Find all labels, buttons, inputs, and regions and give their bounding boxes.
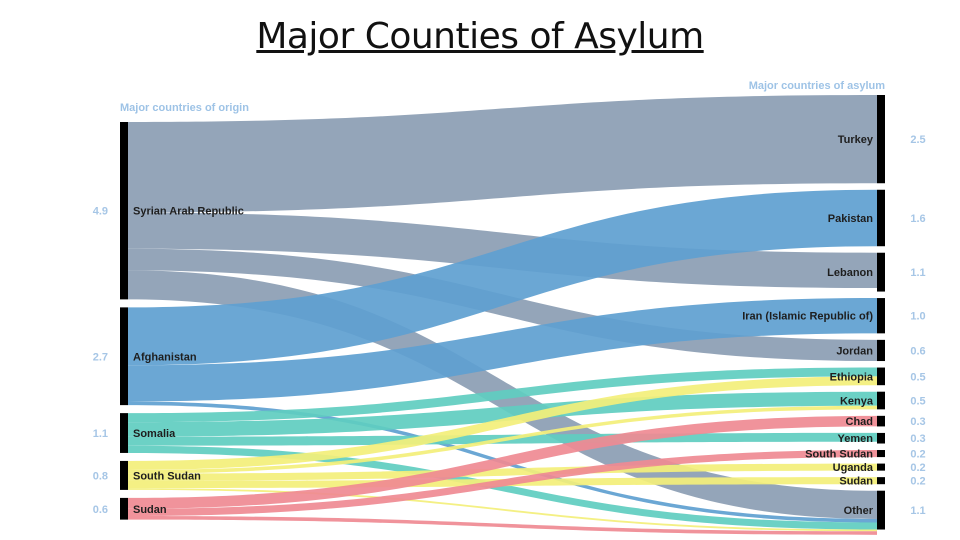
asylum-node-lebanon	[877, 252, 885, 292]
origin-node-south-sudan	[120, 460, 128, 490]
asylum-label-jordan: Jordan	[836, 345, 873, 357]
flow-sudan-to-chad	[128, 415, 877, 509]
asylum-node-iran-islamic-republic-of	[877, 298, 885, 334]
origin-node-afghanistan	[120, 307, 128, 406]
flow-south-sudan-to-uganda	[128, 463, 877, 481]
flow-afghanistan-to-iran-islamic-republic-of	[128, 298, 877, 402]
asylum-node-yemen	[877, 432, 885, 444]
nodes	[120, 95, 885, 530]
origin-value-south-sudan: 0.8	[93, 470, 108, 482]
asylum-label-lebanon: Lebanon	[827, 267, 873, 279]
asylum-value-yemen: 0.3	[910, 433, 925, 445]
asylum-node-uganda	[877, 463, 885, 471]
asylum-value-pakistan: 1.6	[910, 213, 925, 225]
asylum-node-south-sudan	[877, 450, 885, 458]
asylum-value-other: 1.1	[910, 505, 925, 517]
origin-label-syrian-arab-republic: Syrian Arab Republic	[133, 206, 244, 218]
asylum-label-uganda: Uganda	[833, 462, 874, 474]
flow-afghanistan-to-pakistan	[128, 189, 877, 366]
asylum-label-sudan: Sudan	[839, 476, 873, 488]
asylum-value-ethiopia: 0.5	[910, 371, 925, 383]
asylum-node-chad	[877, 415, 885, 427]
origin-value-afghanistan: 2.7	[93, 351, 108, 363]
origin-value-sudan: 0.6	[93, 504, 108, 516]
asylum-label-yemen: Yemen	[838, 433, 874, 445]
asylum-value-turkey: 2.5	[910, 134, 925, 146]
asylum-value-lebanon: 1.1	[910, 267, 925, 279]
asylum-node-kenya	[877, 391, 885, 410]
asylum-node-ethiopia	[877, 367, 885, 386]
origin-header: Major countries of origin	[120, 102, 249, 114]
flow-south-sudan-to-kenya	[128, 405, 877, 474]
asylum-header: Major countries of asylum	[749, 80, 886, 92]
asylum-value-chad: 0.3	[910, 416, 925, 428]
asylum-node-pakistan	[877, 189, 885, 247]
asylum-value-jordan: 0.6	[910, 345, 925, 357]
origin-value-somalia: 1.1	[93, 428, 108, 440]
asylum-node-sudan	[877, 477, 885, 485]
asylum-node-turkey	[877, 95, 885, 184]
flow-somalia-to-kenya	[128, 391, 877, 437]
origin-node-syrian-arab-republic	[120, 122, 128, 300]
asylum-label-turkey: Turkey	[838, 134, 874, 146]
asylum-value-south-sudan: 0.2	[910, 449, 925, 461]
origin-label-afghanistan: Afghanistan	[133, 351, 197, 363]
asylum-label-south-sudan: South Sudan	[805, 449, 873, 461]
flow-south-sudan-to-other	[128, 488, 877, 532]
flow-syrian-arab-republic-to-turkey	[128, 95, 877, 213]
asylum-value-kenya: 0.5	[910, 396, 925, 408]
asylum-label-chad: Chad	[846, 416, 874, 428]
origin-node-somalia	[120, 413, 128, 453]
asylum-node-other	[877, 490, 885, 530]
flow-somalia-to-ethiopia	[128, 367, 877, 423]
asylum-node-jordan	[877, 339, 885, 362]
flow-south-sudan-to-ethiopia	[128, 376, 877, 470]
labels: Syrian Arab Republic 4.9 Afghanistan 2.7 Som…	[93, 134, 926, 517]
asylum-label-pakistan: Pakistan	[828, 213, 874, 225]
origin-label-somalia: Somalia	[133, 428, 176, 440]
origin-node-sudan	[120, 497, 128, 520]
flow-sudan-to-other	[128, 516, 877, 535]
flow-somalia-to-other	[128, 445, 877, 530]
asylum-label-iran-islamic-republic-of: Iran (Islamic Republic of)	[742, 311, 873, 323]
slide-title: Major Counties of Asylum	[256, 16, 704, 57]
flow-sudan-to-south-sudan	[128, 450, 877, 516]
asylum-label-other: Other	[844, 505, 874, 517]
origin-value-syrian-arab-republic: 4.9	[93, 206, 108, 218]
asylum-value-uganda: 0.2	[910, 462, 925, 474]
asylum-value-iran-islamic-republic-of: 1.0	[910, 311, 925, 323]
flow-links	[128, 95, 877, 535]
origin-label-sudan: Sudan	[133, 504, 167, 516]
asylum-label-ethiopia: Ethiopia	[830, 371, 874, 383]
asylum-label-kenya: Kenya	[840, 396, 874, 408]
origin-label-south-sudan: South Sudan	[133, 470, 201, 482]
asylum-value-sudan: 0.2	[910, 476, 925, 488]
